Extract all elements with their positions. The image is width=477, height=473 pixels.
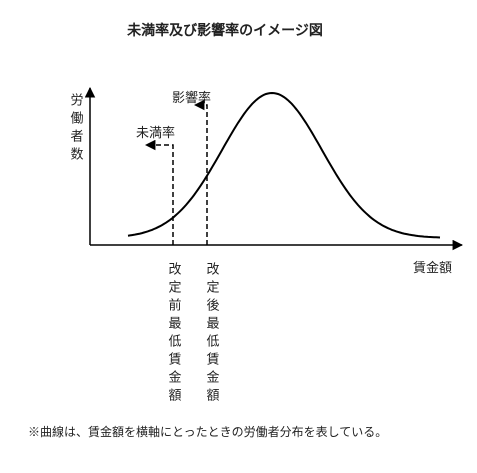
distribution-curve xyxy=(127,91,441,239)
influence-rate-label: 影響率 xyxy=(172,90,211,106)
title: 未満率及び影響率のイメージ図 xyxy=(127,22,323,39)
before-label: 改定前最低賃金額 xyxy=(166,262,182,406)
after-label: 改定後最低賃金額 xyxy=(204,262,220,406)
x-axis-label: 賃金額 xyxy=(413,260,452,276)
below-rate-label: 未満率 xyxy=(136,125,175,141)
influence-rate-line xyxy=(193,99,208,245)
below-rate-line xyxy=(144,139,174,245)
footnote: ※曲線は、賃金額を横軸にとったときの労働者分布を表している。 xyxy=(28,424,387,439)
y-axis-label: 労働者数 xyxy=(68,93,84,165)
